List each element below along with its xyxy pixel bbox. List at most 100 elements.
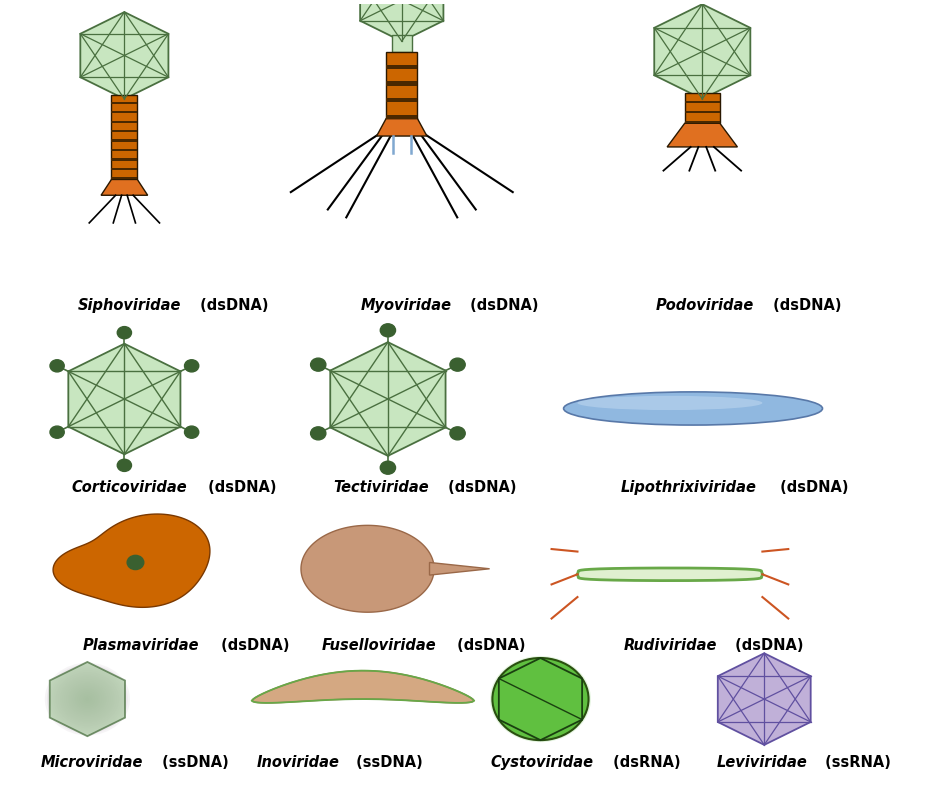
Text: (dsDNA): (dsDNA) — [202, 480, 276, 495]
Circle shape — [538, 697, 543, 701]
Circle shape — [75, 689, 100, 709]
FancyBboxPatch shape — [111, 158, 137, 160]
FancyBboxPatch shape — [386, 81, 417, 85]
Text: Fuselloviridae: Fuselloviridae — [321, 638, 436, 653]
Polygon shape — [360, 0, 443, 41]
Polygon shape — [578, 568, 762, 581]
Circle shape — [79, 692, 96, 706]
Circle shape — [450, 358, 466, 371]
Circle shape — [493, 658, 589, 740]
Polygon shape — [68, 344, 180, 454]
Circle shape — [494, 660, 587, 739]
FancyBboxPatch shape — [685, 101, 720, 103]
Circle shape — [127, 555, 144, 570]
Circle shape — [185, 360, 199, 372]
Circle shape — [311, 358, 326, 371]
Text: (ssDNA): (ssDNA) — [158, 755, 230, 770]
Circle shape — [496, 662, 585, 737]
Circle shape — [492, 658, 589, 741]
Text: (dsDNA): (dsDNA) — [775, 480, 849, 495]
FancyBboxPatch shape — [111, 148, 137, 151]
FancyBboxPatch shape — [685, 111, 720, 113]
Circle shape — [490, 656, 591, 742]
Polygon shape — [330, 342, 446, 456]
Circle shape — [381, 461, 396, 474]
Circle shape — [51, 668, 123, 730]
Text: Inoviridae: Inoviridae — [257, 755, 340, 770]
Text: Tectiviridae: Tectiviridae — [334, 480, 429, 495]
Circle shape — [450, 427, 466, 440]
Polygon shape — [301, 525, 434, 612]
Circle shape — [536, 696, 545, 703]
FancyBboxPatch shape — [685, 120, 720, 123]
Circle shape — [505, 669, 577, 729]
Circle shape — [81, 693, 93, 705]
Circle shape — [50, 426, 64, 438]
Circle shape — [71, 685, 104, 713]
Circle shape — [311, 427, 326, 440]
Circle shape — [530, 690, 551, 708]
Circle shape — [515, 678, 565, 721]
Polygon shape — [429, 563, 490, 575]
Circle shape — [185, 426, 199, 438]
Circle shape — [118, 326, 132, 338]
FancyBboxPatch shape — [386, 98, 417, 102]
Text: Siphoviridae: Siphoviridae — [77, 298, 181, 314]
Circle shape — [520, 681, 562, 717]
Text: (dsDNA): (dsDNA) — [768, 298, 842, 314]
Circle shape — [498, 663, 582, 735]
FancyBboxPatch shape — [386, 115, 417, 119]
Text: (dsDNA): (dsDNA) — [216, 638, 289, 653]
Circle shape — [53, 670, 121, 728]
Circle shape — [83, 696, 91, 702]
Text: Lipothrixiviridae: Lipothrixiviridae — [620, 480, 757, 495]
Circle shape — [526, 686, 555, 712]
Circle shape — [56, 672, 119, 726]
Circle shape — [508, 672, 572, 726]
Circle shape — [86, 697, 90, 701]
Text: (dsDNA): (dsDNA) — [442, 480, 516, 495]
FancyBboxPatch shape — [111, 130, 137, 132]
Polygon shape — [49, 662, 125, 737]
FancyBboxPatch shape — [386, 53, 417, 119]
Circle shape — [45, 662, 130, 736]
FancyBboxPatch shape — [392, 35, 412, 53]
Circle shape — [517, 679, 564, 719]
Circle shape — [58, 674, 118, 725]
FancyBboxPatch shape — [111, 168, 137, 170]
Circle shape — [381, 324, 396, 337]
Text: Leviviridae: Leviviridae — [717, 755, 808, 770]
Circle shape — [503, 667, 578, 732]
FancyBboxPatch shape — [111, 101, 137, 104]
Text: Corticoviridae: Corticoviridae — [71, 480, 187, 495]
FancyBboxPatch shape — [685, 93, 720, 123]
FancyBboxPatch shape — [111, 111, 137, 113]
Text: (dsRNA): (dsRNA) — [608, 755, 681, 770]
FancyBboxPatch shape — [386, 65, 417, 69]
Circle shape — [500, 665, 580, 733]
Text: (ssRNA): (ssRNA) — [820, 755, 891, 770]
Text: Myoviridae: Myoviridae — [361, 298, 452, 314]
Circle shape — [528, 689, 553, 710]
Polygon shape — [53, 514, 210, 607]
Text: Plasmaviridae: Plasmaviridae — [83, 638, 200, 653]
Circle shape — [513, 676, 568, 722]
Ellipse shape — [564, 392, 823, 425]
Ellipse shape — [578, 396, 762, 410]
FancyBboxPatch shape — [111, 95, 137, 180]
Circle shape — [522, 683, 560, 715]
Text: (dsDNA): (dsDNA) — [452, 638, 525, 653]
Text: (ssDNA): (ssDNA) — [351, 755, 423, 770]
Circle shape — [49, 666, 126, 732]
Circle shape — [62, 678, 113, 721]
FancyBboxPatch shape — [111, 177, 137, 180]
Text: (dsDNA): (dsDNA) — [730, 638, 803, 653]
Circle shape — [64, 679, 111, 719]
Circle shape — [66, 681, 108, 717]
Text: Rudiviridae: Rudiviridae — [623, 638, 717, 653]
Polygon shape — [667, 123, 737, 147]
Polygon shape — [654, 4, 750, 99]
FancyBboxPatch shape — [111, 120, 137, 123]
Polygon shape — [717, 654, 811, 745]
Text: Podoviridae: Podoviridae — [656, 298, 754, 314]
